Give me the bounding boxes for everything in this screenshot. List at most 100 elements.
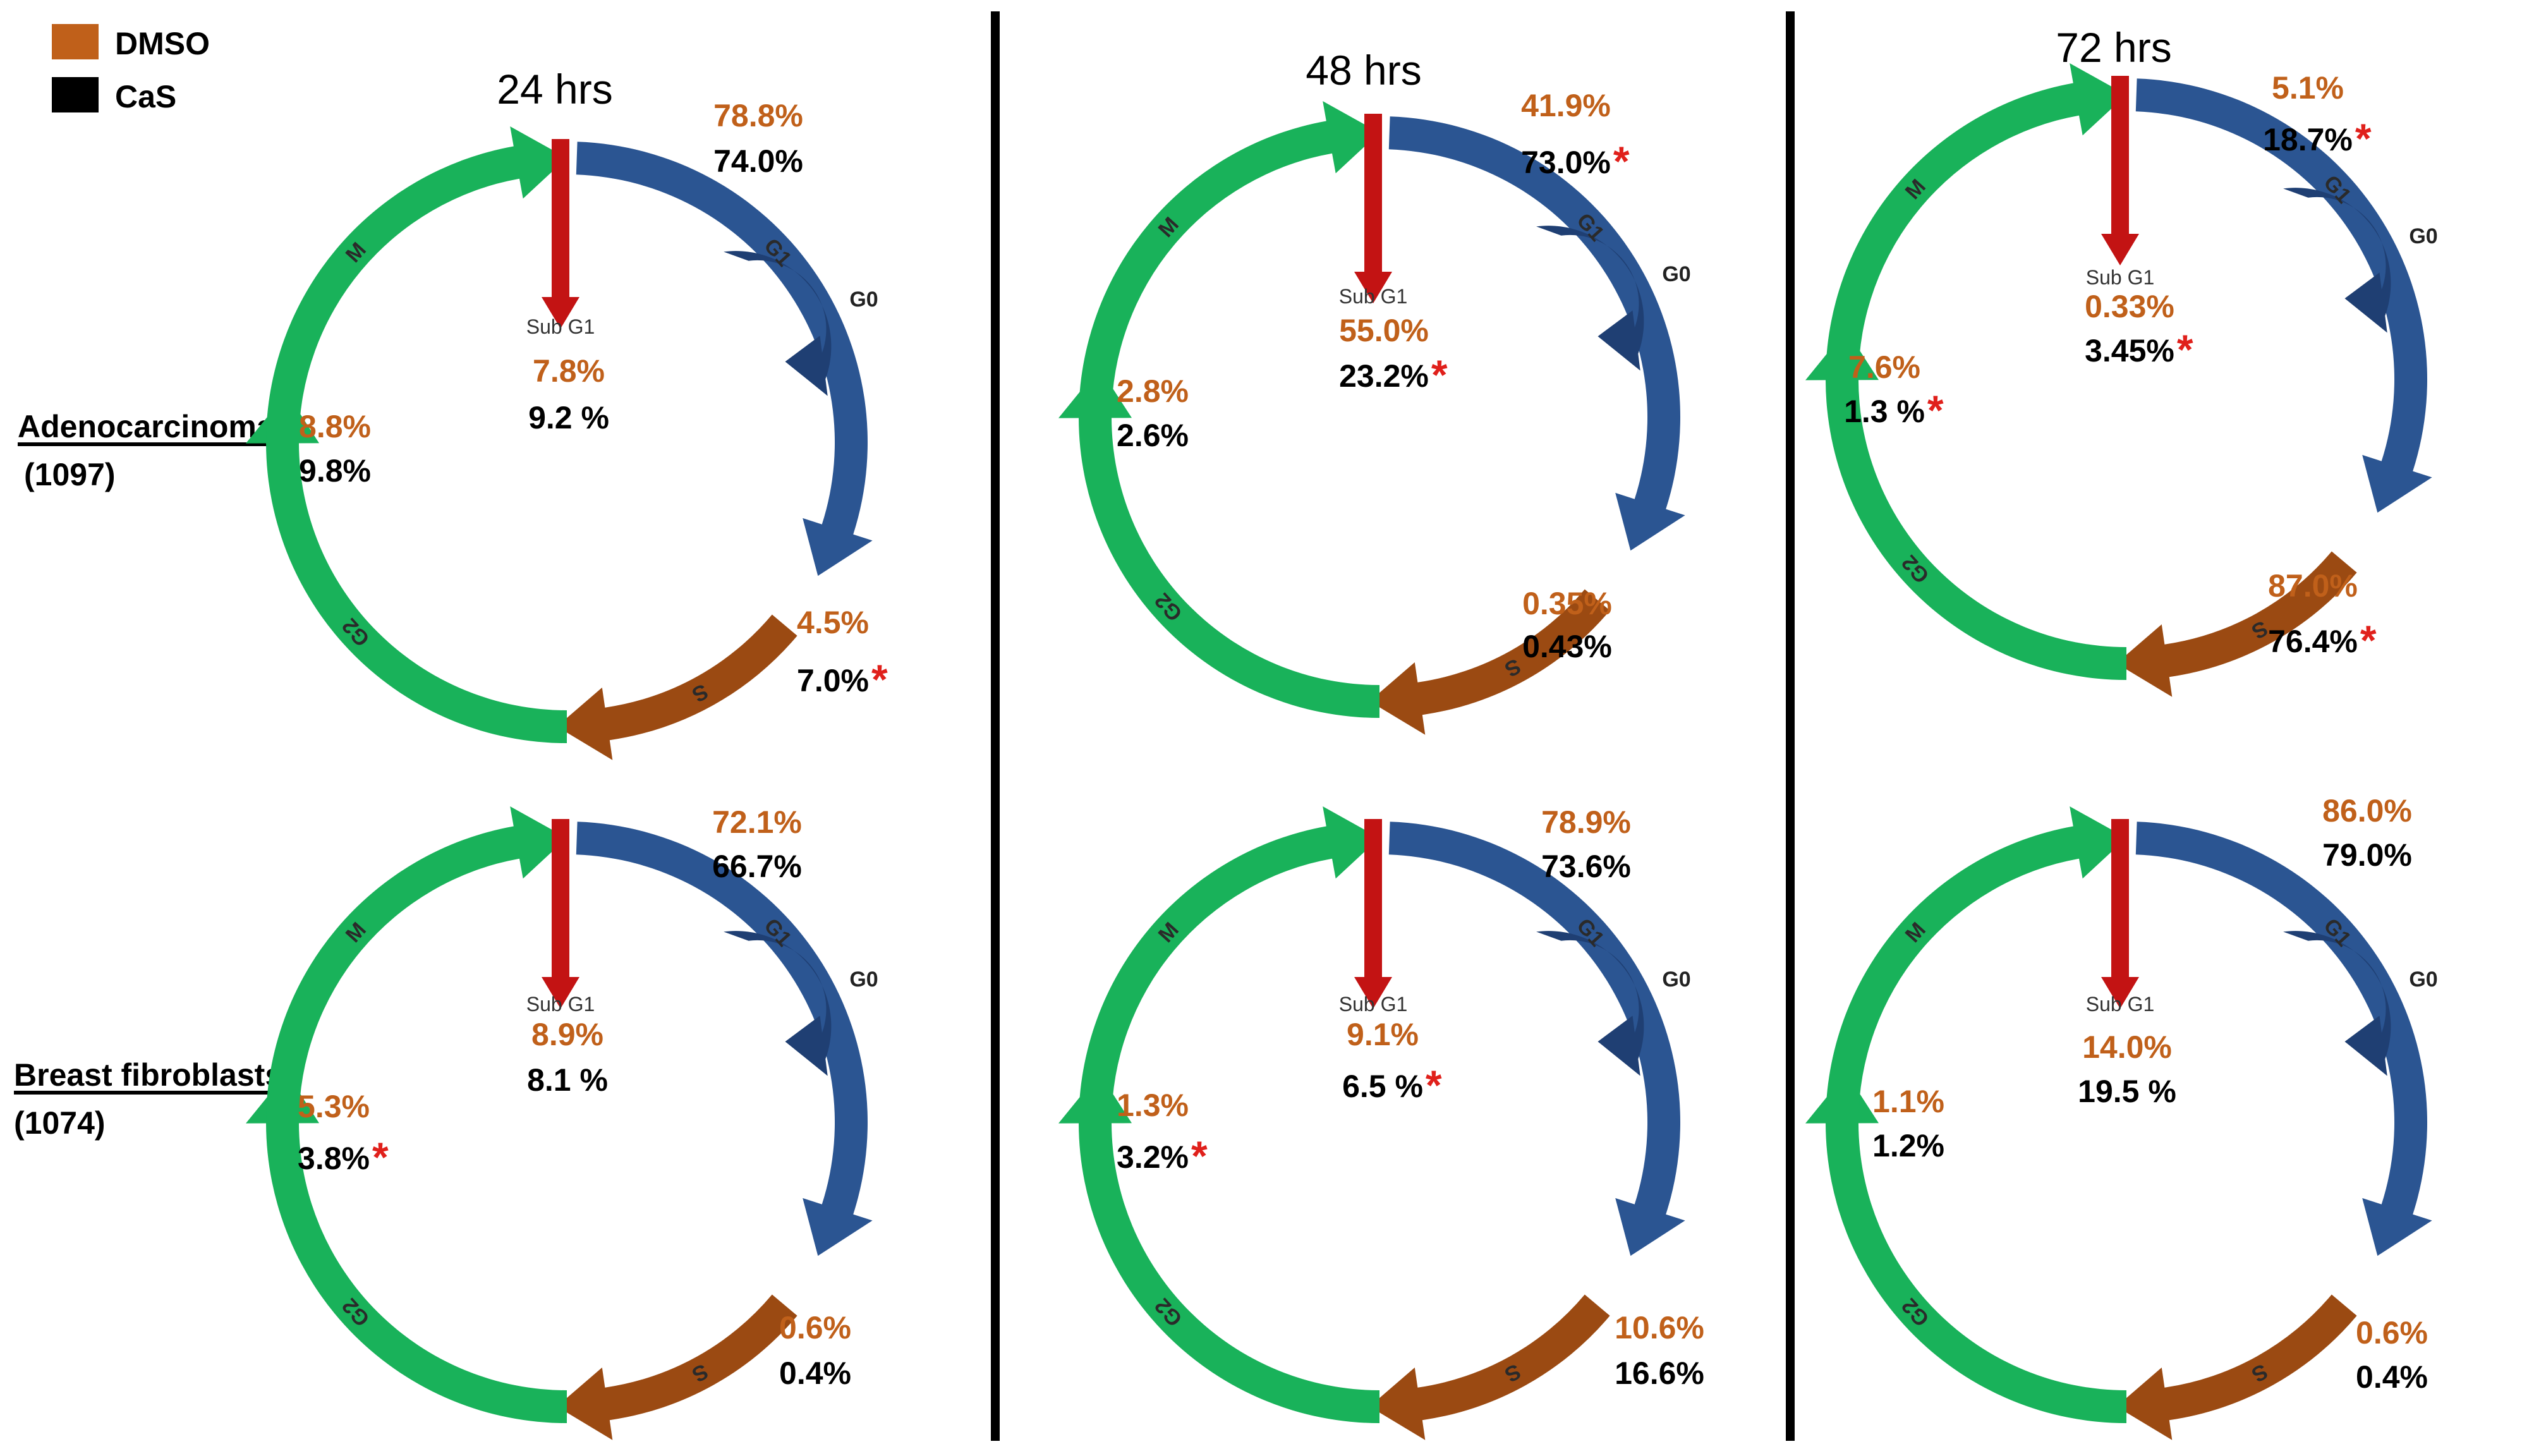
sub-g1-significance-star: * [1431,351,1448,398]
g1-dmso-value: 5.1% [2272,70,2344,106]
phase-label-g0: G0 [1662,968,1690,992]
row-underline-adenocarcinoma [18,442,278,446]
column-divider-1 [991,11,1000,1441]
m-phase-arrow [1826,806,2126,1122]
g0-loop-arrow [2283,188,2391,333]
row-name-adenocarcinoma: Adenocarcinoma [18,409,275,444]
sub-g1-arrow [2101,819,2139,1009]
row-label-adenocarcinoma: Adenocarcinoma (1097) [18,409,278,492]
s-dmso-value: 0.35% [1522,586,1612,621]
s-phase-arrow [1369,1294,1610,1440]
g1-phase-arrow [2135,822,2432,1256]
sub-g1-dmso-value: 0.33% [2085,289,2174,324]
phase-label-sub-g1: Sub G1 [526,993,595,1016]
sub-g1-cas-value: 19.5 % [2078,1074,2176,1109]
row-id-adenocarcinoma: (1097) [24,457,116,492]
sub-g1-arrow [1354,819,1392,1009]
g1-significance-star: * [1613,138,1630,185]
m-cas-value: 9.8% [299,453,371,488]
sub-g1-cas-value: 3.45% [2085,333,2174,368]
g1-cas-value: 66.7% [712,849,802,884]
s-cas-value: 0.4% [2356,1359,2428,1395]
row-id-breast-fibroblasts: (1074) [14,1105,106,1141]
m-cas-value: 2.6% [1117,418,1189,453]
phase-label-g0: G0 [849,968,878,992]
s-phase-arrow [2116,551,2357,697]
m-dmso-value: 1.1% [1872,1084,1944,1119]
phase-label-g0: G0 [849,288,878,312]
g1-cas-value: 74.0% [713,143,803,179]
m-dmso-value: 7.6% [1848,349,1920,385]
s-phase-arrow [2116,1294,2357,1440]
row-label-breast-fibroblasts: Breast fibroblasts (1074) [14,1057,287,1141]
sub-g1-cas-value: 23.2% [1339,358,1429,394]
sub-g1-dmso-value: 8.9% [531,1017,603,1052]
m-significance-star: * [372,1134,389,1180]
s-phase-arrow [557,1294,797,1440]
m-phase-arrow [1826,63,2126,379]
m-cas-value: 3.2% [1117,1139,1189,1175]
g1-dmso-value: 78.8% [713,98,803,133]
m-phase-arrow [266,126,567,442]
phase-label-sub-g1: Sub G1 [526,315,595,338]
s-dmso-value: 4.5% [797,605,869,640]
sub-g1-dmso-value: 9.1% [1347,1017,1419,1052]
m-cas-value: 1.2% [1872,1128,1944,1163]
g2-phase-arrow [1058,367,1379,718]
g1-cas-value: 18.7% [2263,122,2353,157]
g0-loop-arrow [2283,931,2391,1076]
g1-cas-value: 73.6% [1541,849,1631,884]
sub-g1-cas-value: 9.2 % [528,400,609,435]
time-label-72h: 72 hrs [2056,24,2171,71]
legend-swatch-dmso [52,24,99,59]
s-phase-arrow [1369,589,1610,735]
sub-g1-arrow [542,819,579,1009]
time-label-48h: 48 hrs [1306,47,1421,94]
s-dmso-value: 0.6% [779,1310,851,1345]
sub-g1-arrow [1354,114,1392,303]
m-dmso-value: 2.8% [1117,373,1189,409]
g0-loop-arrow [1536,226,1644,371]
m-dmso-value: 5.3% [298,1089,370,1124]
s-phase-arrow [557,614,797,760]
sub-g1-dmso-value: 55.0% [1339,313,1429,348]
g0-loop-arrow [724,931,832,1076]
g1-phase-arrow [576,822,873,1256]
phase-label-g0: G0 [2409,224,2437,248]
m-phase-arrow [266,806,567,1122]
g2-phase-arrow [1058,1072,1379,1423]
sub-g1-arrow [2101,76,2139,265]
m-significance-star: * [1927,387,1944,434]
g1-significance-star: * [2355,115,2372,162]
s-cas-value: 7.0% [797,663,869,698]
m-phase-arrow [1079,806,1379,1122]
legend-label-cas: CaS [115,79,176,114]
sub-g1-arrow [542,139,579,329]
g2-phase-arrow [1805,1072,2126,1423]
g1-phase-arrow [1388,116,1685,551]
g1-dmso-value: 78.9% [1541,804,1631,840]
m-significance-star: * [1191,1132,1208,1179]
g1-dmso-value: 86.0% [2322,793,2412,828]
sub-g1-significance-star: * [2177,326,2193,373]
m-dmso-value: 1.3% [1117,1088,1189,1123]
phase-label-g0: G0 [2409,968,2437,992]
m-cas-value: 1.3 % [1844,394,1925,429]
g1-cas-value: 79.0% [2322,837,2412,873]
s-cas-value: 0.4% [779,1356,851,1391]
m-dmso-value: 8.8% [299,409,371,444]
g1-phase-arrow [2135,78,2432,513]
row-name-breast-fibroblasts: Breast fibroblasts [14,1057,282,1093]
row-underline-breast-fibroblasts [14,1091,287,1095]
g1-cas-value: 73.0% [1521,145,1611,180]
legend-swatch-cas [52,77,99,112]
s-significance-star: * [871,656,888,703]
